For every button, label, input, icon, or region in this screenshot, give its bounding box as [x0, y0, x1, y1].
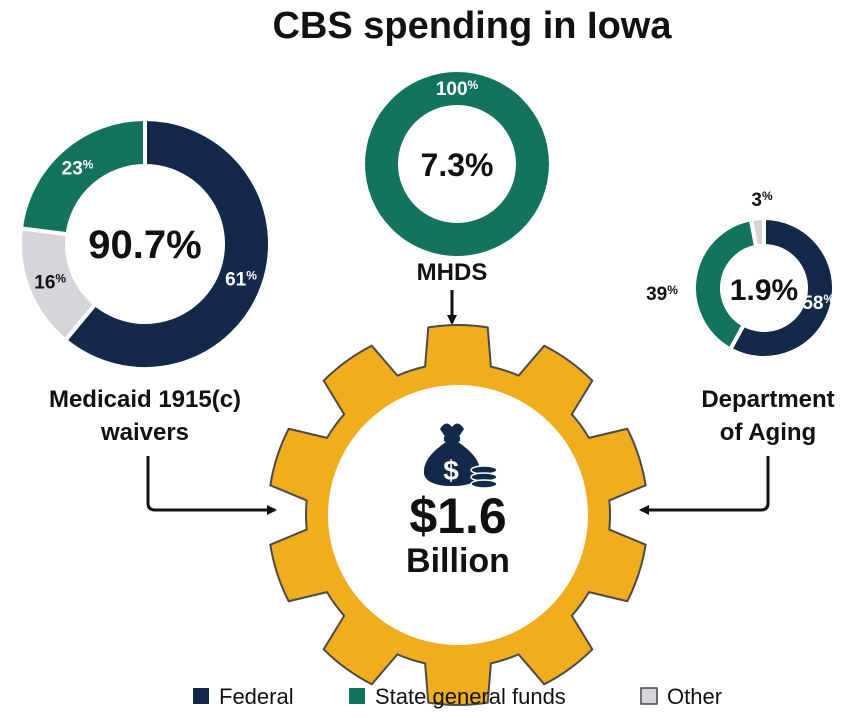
legend-label-other: Other [667, 684, 722, 709]
share-of-total-medicaid: 90.7% [88, 223, 201, 267]
legend-label-state: State general funds [375, 684, 566, 709]
legend: Federal State general funds Other [193, 684, 722, 709]
total-value: $1.6 [409, 488, 506, 544]
program-label-medicaid-line1: Medicaid 1915(c) [49, 386, 241, 413]
donut-slice-state-general-funds [360, 68, 554, 260]
donut-slice-federal [727, 215, 836, 360]
slice-label-state-general-funds: 39% [646, 283, 678, 305]
donut-slice-state-general-funds [18, 116, 147, 237]
donut-slice-federal [62, 116, 272, 371]
donut-slices [360, 68, 554, 260]
program-label-medicaid-line2: waivers [100, 419, 189, 446]
arrow-medicaid-to-total [146, 456, 277, 515]
legend-swatch-state [349, 688, 365, 704]
money-bag-icon: $ [423, 423, 498, 489]
svg-text:$: $ [443, 455, 459, 486]
share-of-total-mhds: 7.3% [421, 147, 494, 183]
donut-mhds: 100% 7.3% MHDS [360, 68, 554, 286]
donut-medicaid-waivers: 61%16%23% 90.7% Medicaid 1915(c) waivers [18, 116, 272, 446]
donut-slice-state-general-funds [692, 216, 759, 353]
donut-slices [692, 215, 836, 360]
chart-title: CBS spending in Iowa [272, 5, 672, 47]
legend-swatch-other [640, 687, 658, 705]
share-of-total-aging: 1.9% [730, 274, 798, 307]
arrow-aging-to-total [639, 456, 770, 515]
legend-label-federal: Federal [219, 684, 294, 709]
slice-label-other: 3% [751, 189, 773, 211]
legend-swatch-federal [193, 688, 209, 704]
program-label-mhds: MHDS [417, 259, 488, 286]
program-label-aging-line1: Department [701, 386, 834, 413]
program-label-aging-line2: of Aging [720, 419, 816, 446]
total-gear: $ $1.6 Billion [269, 324, 647, 706]
donut-slices [18, 116, 272, 371]
donut-slice-other [748, 215, 766, 250]
gear-center [328, 385, 588, 645]
total-unit: Billion [406, 542, 510, 580]
donut-department-of-aging: 58%39%3% 1.9% Department of Aging [646, 189, 836, 446]
